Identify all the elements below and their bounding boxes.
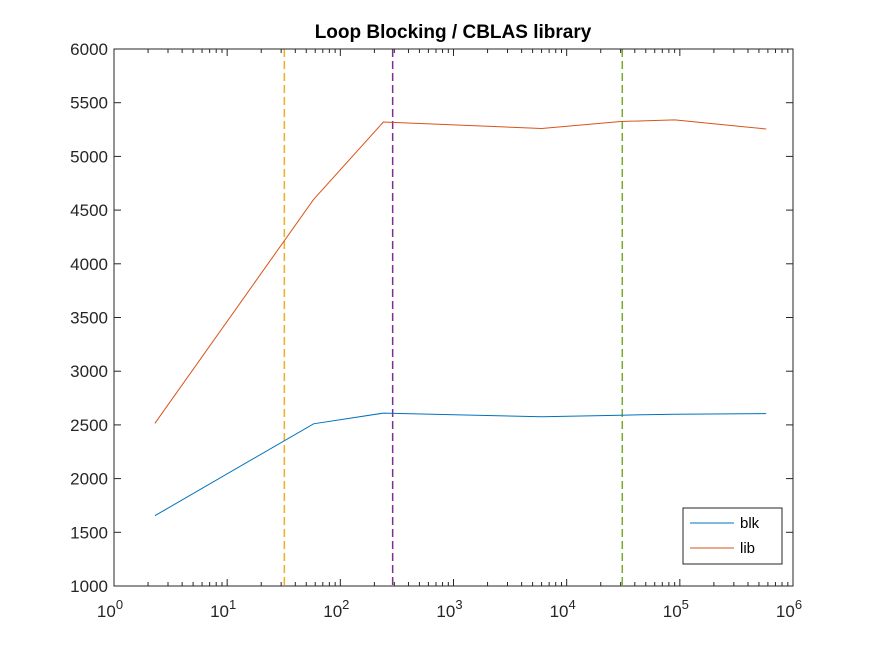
x-tick-label: 100 bbox=[97, 597, 123, 621]
series-line-lib bbox=[154, 119, 767, 424]
axis-ticks bbox=[113, 48, 794, 587]
x-tick-label: 102 bbox=[323, 597, 349, 621]
chart-title: Loop Blocking / CBLAS library bbox=[315, 22, 592, 43]
x-tick-label: 101 bbox=[210, 597, 236, 621]
reference-lines bbox=[283, 49, 624, 586]
x-tick-exponent: 5 bbox=[682, 597, 689, 612]
y-tick-label: 3500 bbox=[70, 309, 108, 328]
y-tick-label: 3000 bbox=[70, 362, 108, 381]
x-tick-exponent: 0 bbox=[116, 597, 123, 612]
x-tick-label: 105 bbox=[663, 597, 689, 621]
x-tick-label: 103 bbox=[436, 597, 462, 621]
series-line-blk bbox=[154, 412, 767, 517]
x-tick-exponent: 3 bbox=[455, 597, 462, 612]
y-tick-label: 2000 bbox=[70, 470, 108, 489]
y-tick-labels: 1000 1500 2000 2500 3000 3500 4000 4500 5000 5500… bbox=[70, 40, 108, 596]
x-tick-exponent: 4 bbox=[569, 597, 576, 612]
x-tick-exponent: 2 bbox=[342, 597, 349, 612]
y-tick-label: 4000 bbox=[70, 255, 108, 274]
x-tick-label: 106 bbox=[776, 597, 802, 621]
y-tick-label: 1500 bbox=[70, 523, 108, 542]
x-tick-label: 104 bbox=[550, 597, 576, 621]
x-tick-labels: 100 101 102 103 104 105 106 bbox=[97, 597, 802, 621]
series-lines bbox=[154, 119, 767, 517]
plot-area bbox=[114, 49, 793, 586]
legend-label-lib: lib bbox=[740, 540, 755, 557]
y-tick-label: 4500 bbox=[70, 201, 108, 220]
x-tick-exponent: 6 bbox=[795, 597, 802, 612]
y-tick-label: 2500 bbox=[70, 416, 108, 435]
legend-box bbox=[682, 507, 783, 565]
x-tick-exponent: 1 bbox=[229, 597, 236, 612]
y-tick-label: 5000 bbox=[70, 147, 108, 166]
y-tick-label: 5500 bbox=[70, 94, 108, 113]
y-tick-label: 6000 bbox=[70, 40, 108, 59]
legend-label-blk: blk bbox=[740, 515, 760, 532]
legend: blk lib bbox=[682, 507, 783, 565]
y-tick-label: 1000 bbox=[70, 577, 108, 596]
